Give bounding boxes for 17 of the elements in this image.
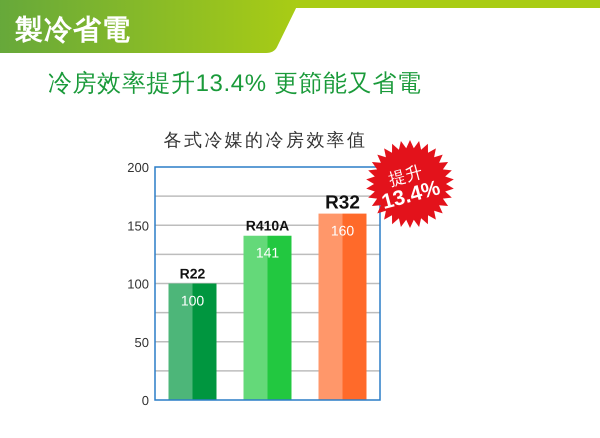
text: 冷房效率提升13.4% 更節能又省電 [48, 70, 422, 97]
x-tick-label: R22 [180, 266, 206, 282]
chart-title: 各式冷媒的冷房效率值 [164, 130, 368, 150]
data-label: 100 [180, 292, 204, 308]
bar [244, 236, 292, 400]
x-tick-label: R410A [246, 218, 290, 234]
text: 製冷省電 [14, 14, 131, 45]
y-tick-label: 0 [142, 393, 149, 408]
data-label: 141 [256, 244, 280, 261]
y-tick-label: 150 [127, 218, 149, 234]
bar [168, 284, 216, 400]
x-tick-label: R32 [325, 192, 360, 214]
data-label: 160 [330, 222, 354, 239]
y-tick-label: 200 [127, 160, 149, 175]
y-tick-label: 50 [134, 334, 149, 350]
bar [318, 214, 366, 400]
y-tick-label: 100 [127, 276, 149, 292]
